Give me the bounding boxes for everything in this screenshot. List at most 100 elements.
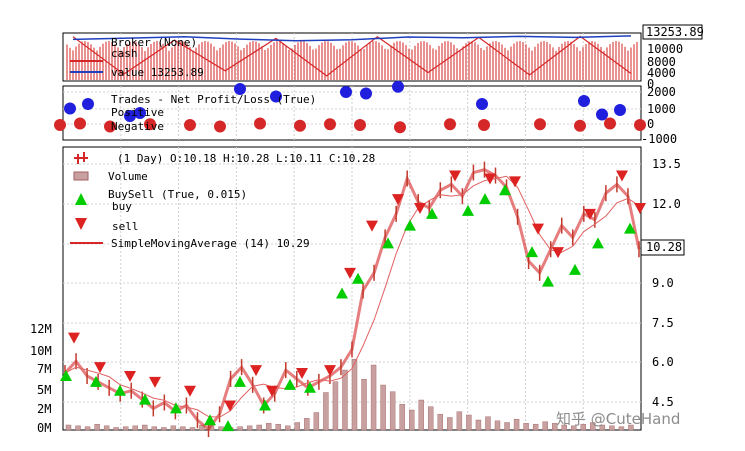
trade-negative-dot [144,118,156,131]
trade-negative-dot [54,119,66,131]
volume-bar [332,381,339,431]
last-price-value: 10.28 [646,240,682,254]
broker-tick-4: 0 [647,77,654,91]
sell-marker [124,370,136,382]
sma-line [64,175,640,418]
buy-marker [426,207,438,219]
volume-bar [370,364,377,431]
trade-positive-dot [392,80,404,93]
trade-positive-dot [64,102,76,115]
broker-last-value-tag [642,24,703,40]
volume-bar [294,422,300,431]
volume-bar [65,424,72,431]
buy-marker [352,272,364,284]
volume-bar [418,399,424,431]
price-tick-5: 7.5 [652,316,674,330]
trade-negative-dot [74,117,86,130]
broker-title: Broker (None) [111,36,197,49]
sell-marker [266,385,278,397]
volume-bar [380,384,386,431]
buy-marker [139,393,151,405]
volume-bars [65,358,634,431]
volume-bar [523,423,529,431]
trade-positive-dot [124,110,136,122]
volume-tick-5: 2M [37,402,51,416]
broker-legend-value: value 13253.89 [111,66,204,79]
trade-negative-dot [478,119,490,131]
broker-tick-1: 10000 [647,42,683,56]
volume-bar [437,413,443,431]
broker-last-value: 13253.89 [646,25,704,39]
volume-bar [75,425,81,431]
trades-tick-2: 1000 [647,102,676,116]
buy-marker [170,402,182,414]
trades-series [54,80,646,134]
volume-bar [428,406,434,431]
sell-marker [634,202,646,214]
trade-positive-dot [476,98,488,110]
sell-marker [616,170,628,182]
buy-marker [499,184,511,196]
buy-marker [624,222,636,234]
watermark: 知乎 @CuteHand [556,410,680,428]
buy-marker [336,287,348,299]
legend-sma: SimpleMovingAverage (14) 10.29 [111,237,310,250]
volume-bar [628,424,634,431]
buy-marker [284,378,296,390]
price-tick-2: 12.0 [652,197,681,211]
volume-bar [351,358,358,431]
volume-bar [590,422,596,431]
price-tick-4: 9.0 [652,276,674,290]
volume-bar [542,421,548,431]
sell-marker [324,365,336,377]
volume-bar [113,427,119,431]
volume-bar [218,426,224,431]
trades-tick-4: -1000 [641,132,677,146]
volume-bar [342,369,348,431]
trades-tick-3: 0 [647,117,654,131]
broker-series [66,35,638,80]
volume-bar [246,425,253,431]
sell-marker [584,208,596,220]
buy-marker [90,375,102,387]
sell-marker [296,368,308,380]
volume-bar [84,426,91,431]
buy-marker [404,219,416,231]
buy-marker [60,369,72,381]
legend-ohlc: (1 Day) O:10.18 H:10.28 L:10.11 C:10.28 [117,152,375,165]
volume-tick-6: 0M [37,421,51,435]
sell-legend-icon [75,218,87,230]
sell-marker [344,267,356,279]
volume-bar [132,425,138,431]
sell-marker [552,247,564,259]
broker-tick-3: 4000 [647,66,676,80]
trade-negative-dot [104,120,116,133]
volume-bar [256,424,262,431]
trade-positive-dot [340,86,352,98]
volume-bar [122,426,129,431]
sell-marker [484,173,496,185]
volume-tick-3: 7M [37,362,51,376]
volume-bar [475,419,482,431]
volume-bar [618,426,625,431]
volume-bar [189,427,196,431]
trade-positive-dot [234,83,246,95]
trade-positive-dot [270,90,282,103]
volume-bar [361,378,367,431]
volume-bar [513,418,520,431]
trade-negative-dot [184,119,196,131]
volume-bar [580,423,586,431]
sell-marker [509,176,521,188]
volume-bar [266,423,272,431]
volume-bar [561,424,567,431]
volume-bar [142,424,148,431]
buy-marker [569,263,581,275]
trade-positive-dot [82,98,94,110]
volume-bar [170,425,177,431]
buy-marker [382,237,394,249]
legend-volume: Volume [108,170,148,183]
volume-bar [609,425,615,431]
volume-legend-icon [73,171,89,181]
buy-marker [114,384,126,396]
trades-title: Trades - Net Profit/Loss (True) [111,93,316,106]
